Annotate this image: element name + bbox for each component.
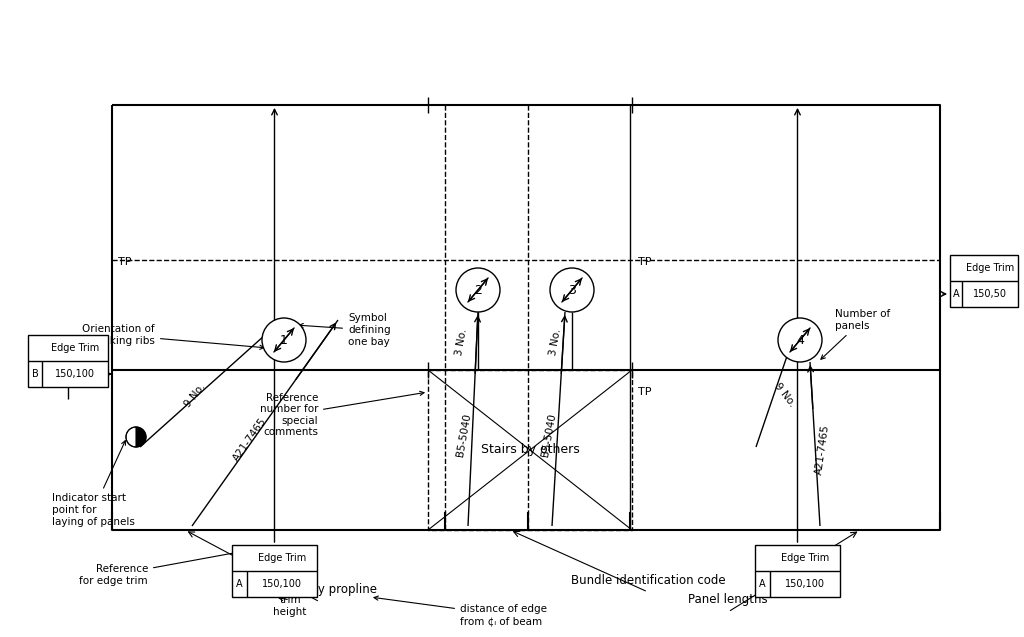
- Text: 3: 3: [568, 283, 575, 296]
- Wedge shape: [136, 427, 146, 447]
- Bar: [28, 335, 108, 387]
- Bar: [755, 545, 840, 597]
- Text: B5-5040: B5-5040: [456, 413, 473, 457]
- Text: Number of
panels: Number of panels: [821, 309, 890, 359]
- Text: Panel lengths: Panel lengths: [688, 594, 768, 606]
- Text: 150,50: 150,50: [973, 289, 1008, 299]
- Text: A: A: [952, 289, 959, 299]
- Text: A: A: [760, 579, 766, 589]
- Text: 3 No.: 3 No.: [548, 327, 562, 356]
- Text: A21-7465: A21-7465: [231, 417, 268, 464]
- Text: 2: 2: [474, 283, 482, 296]
- Text: 150,100: 150,100: [55, 369, 95, 379]
- Circle shape: [262, 318, 306, 362]
- Text: Reference
for edge trim: Reference for edge trim: [80, 550, 246, 586]
- Text: B: B: [32, 369, 39, 379]
- Text: Edge
trim
height: Edge trim height: [273, 583, 306, 617]
- Text: A: A: [237, 579, 243, 589]
- Bar: [232, 545, 317, 597]
- Text: distance of edge
from ¢ₗ of beam: distance of edge from ¢ₗ of beam: [374, 596, 547, 626]
- Text: A21-7465: A21-7465: [813, 424, 830, 476]
- Text: TP: TP: [638, 257, 651, 267]
- Bar: [950, 255, 1018, 307]
- Circle shape: [456, 268, 500, 312]
- Text: Edge Trim: Edge Trim: [258, 553, 306, 563]
- Text: Edge Trim: Edge Trim: [781, 553, 829, 563]
- Text: Symbol
defining
one bay: Symbol defining one bay: [299, 313, 390, 347]
- Text: 1: 1: [280, 334, 288, 347]
- Text: 4: 4: [796, 334, 804, 347]
- Text: 150,100: 150,100: [785, 579, 825, 589]
- Text: TP: TP: [118, 257, 131, 267]
- Text: Bundle identification code: Bundle identification code: [570, 573, 725, 587]
- Text: 9 No.: 9 No.: [182, 381, 207, 409]
- Text: Temporary propline: Temporary propline: [262, 583, 378, 596]
- Text: TP: TP: [638, 387, 651, 397]
- Text: Stairs by others: Stairs by others: [480, 443, 580, 457]
- Text: Edge Trim: Edge Trim: [51, 343, 99, 353]
- Text: Edge Trim: Edge Trim: [966, 263, 1014, 273]
- Text: Reference
number for
special
comments: Reference number for special comments: [259, 391, 424, 438]
- Text: 9 No.: 9 No.: [773, 381, 798, 409]
- Text: Orientation of
decking ribs: Orientation of decking ribs: [82, 324, 264, 349]
- Text: 3 No.: 3 No.: [454, 327, 468, 356]
- Wedge shape: [126, 427, 136, 447]
- Text: 150,100: 150,100: [262, 579, 302, 589]
- Circle shape: [778, 318, 822, 362]
- Circle shape: [550, 268, 594, 312]
- Text: B5-5040: B5-5040: [541, 413, 558, 457]
- Text: Indicator start
point for
laying of panels: Indicator start point for laying of pane…: [52, 441, 135, 527]
